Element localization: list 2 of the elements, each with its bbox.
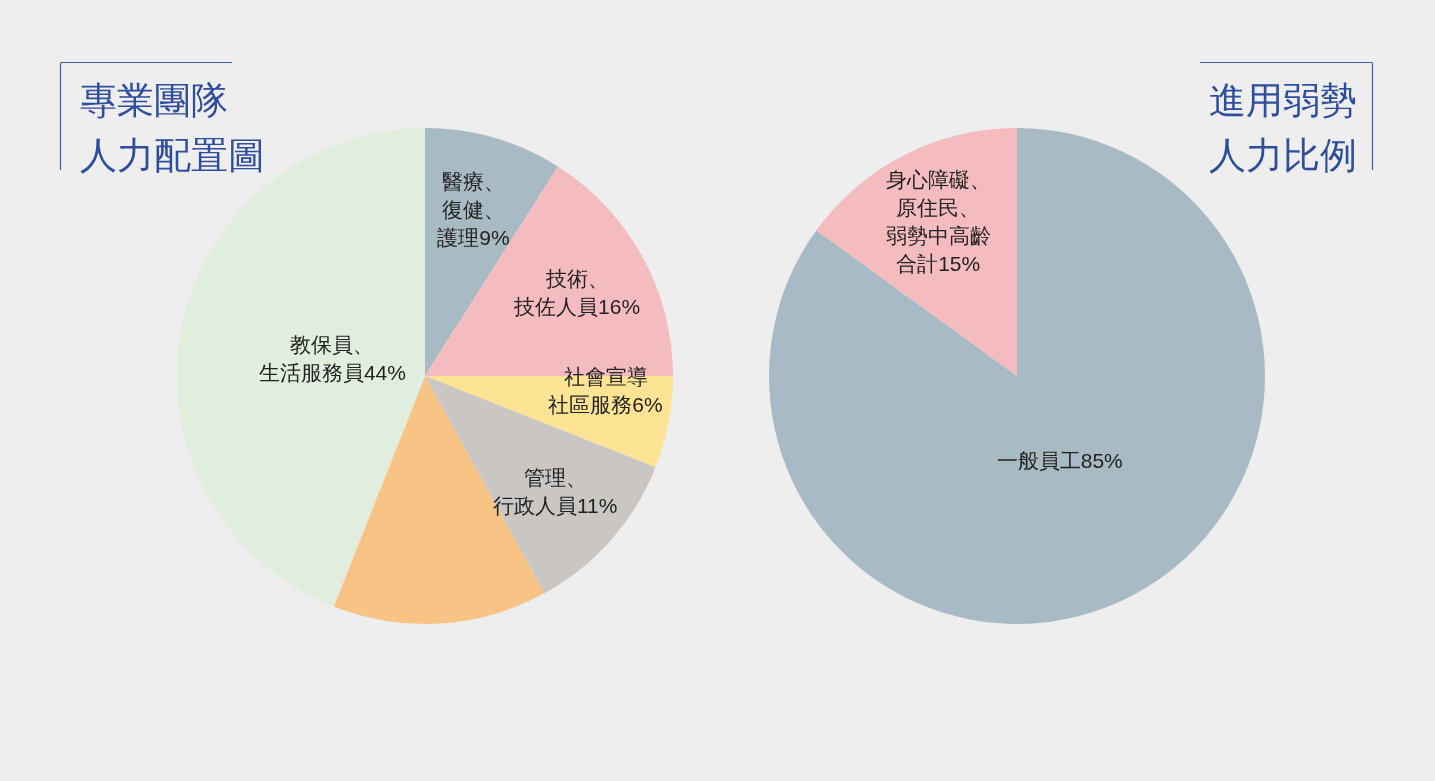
title: 專業團隊人力配置圖	[80, 79, 265, 175]
title: 進用弱勢人力比例	[1209, 79, 1357, 175]
